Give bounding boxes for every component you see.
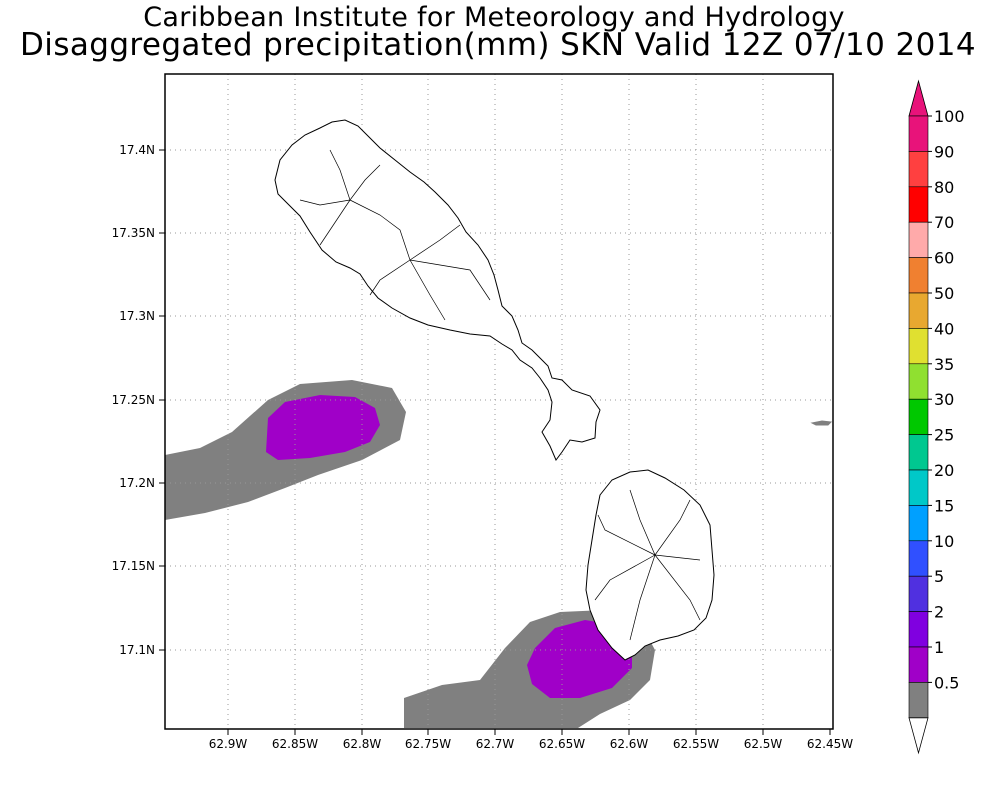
lat-tick-label: 17.3N xyxy=(119,309,155,323)
colorbar-label: 2 xyxy=(934,603,944,622)
colorbar-label: 30 xyxy=(934,390,954,409)
colorbar-segment xyxy=(908,221,929,258)
drainage-lines xyxy=(299,149,701,641)
lon-tick-label: 62.45W xyxy=(807,737,853,751)
lon-tick-label: 62.7W xyxy=(476,737,515,751)
colorbar-label: 15 xyxy=(934,496,954,515)
map-grid xyxy=(165,74,833,729)
lon-tick-label: 62.75W xyxy=(405,737,451,751)
colorbar-label: 0.5 xyxy=(934,673,959,692)
chart-subtitle: Disaggregated precipitation(mm) SKN Vali… xyxy=(20,27,976,63)
colorbar-segment xyxy=(908,682,929,719)
colorbar-top-arrow xyxy=(908,79,929,117)
island-outlines xyxy=(274,119,833,661)
colorbar-segment xyxy=(908,434,929,471)
lon-tick-label: 62.65W xyxy=(539,737,585,751)
lon-tick-label: 62.5W xyxy=(744,737,783,751)
lat-tick-label: 17.2N xyxy=(119,476,155,490)
colorbar-bottom-arrow xyxy=(908,717,929,755)
colorbar-segment xyxy=(908,151,929,188)
colorbar-label: 5 xyxy=(934,567,944,586)
lon-tick-label: 62.55W xyxy=(673,737,719,751)
island-nevis xyxy=(585,469,715,661)
colorbar-segment xyxy=(908,505,929,542)
colorbar-segment xyxy=(908,186,929,223)
colorbar-label: 25 xyxy=(934,426,954,445)
precip-area-west-inner xyxy=(266,395,380,460)
colorbar-label: 70 xyxy=(934,213,954,232)
lat-tick-label: 17.25N xyxy=(112,393,155,407)
colorbar-label: 10 xyxy=(934,532,954,551)
colorbar-label: 50 xyxy=(934,284,954,303)
lat-tick-label: 17.4N xyxy=(119,143,155,157)
colorbar-segment xyxy=(908,115,929,152)
colorbar-segment xyxy=(908,257,929,294)
lon-tick-label: 62.9W xyxy=(209,737,248,751)
axis-ticks xyxy=(159,149,831,735)
colorbar-label: 100 xyxy=(934,107,965,126)
lat-tick-label: 17.1N xyxy=(119,643,155,657)
colorbar-segment xyxy=(908,469,929,506)
colorbar-label: 40 xyxy=(934,319,954,338)
lat-tick-label: 17.35N xyxy=(112,226,155,240)
colorbar-segment xyxy=(908,646,929,683)
colorbar-label: 60 xyxy=(934,249,954,268)
colorbar-segment xyxy=(908,540,929,577)
chart-title: Caribbean Institute for Meteorology and … xyxy=(143,2,845,33)
colorbar-segment xyxy=(908,398,929,435)
longitude-labels: 62.9W 62.85W 62.8W 62.75W 62.7W 62.65W 62.6W 62… xyxy=(209,737,854,751)
island-st-kitts xyxy=(274,119,601,461)
colorbar-label: 20 xyxy=(934,461,954,480)
colorbar-label: 1 xyxy=(934,638,944,657)
map-frame xyxy=(164,73,834,730)
colorbar-label: 90 xyxy=(934,142,954,161)
colorbar: 100 90 80 70 60 50 40 35 30 25 20 15 10 5 2 1 0.5 xyxy=(908,79,965,755)
lat-tick-label: 17.15N xyxy=(112,559,155,573)
colorbar-segment xyxy=(908,611,929,648)
lon-tick-label: 62.6W xyxy=(610,737,649,751)
colorbar-segment xyxy=(908,363,929,400)
latitude-labels: 17.4N 17.35N 17.3N 17.25N 17.2N 17.15N 17.1N xyxy=(112,143,155,657)
colorbar-label: 80 xyxy=(934,178,954,197)
precipitation-layer xyxy=(165,380,655,728)
colorbar-segment xyxy=(908,292,929,329)
colorbar-segment xyxy=(908,575,929,612)
lon-tick-label: 62.85W xyxy=(272,737,318,751)
colorbar-segment xyxy=(908,328,929,365)
lon-tick-label: 62.8W xyxy=(343,737,382,751)
colorbar-label: 35 xyxy=(934,355,954,374)
islet-east xyxy=(810,420,833,426)
